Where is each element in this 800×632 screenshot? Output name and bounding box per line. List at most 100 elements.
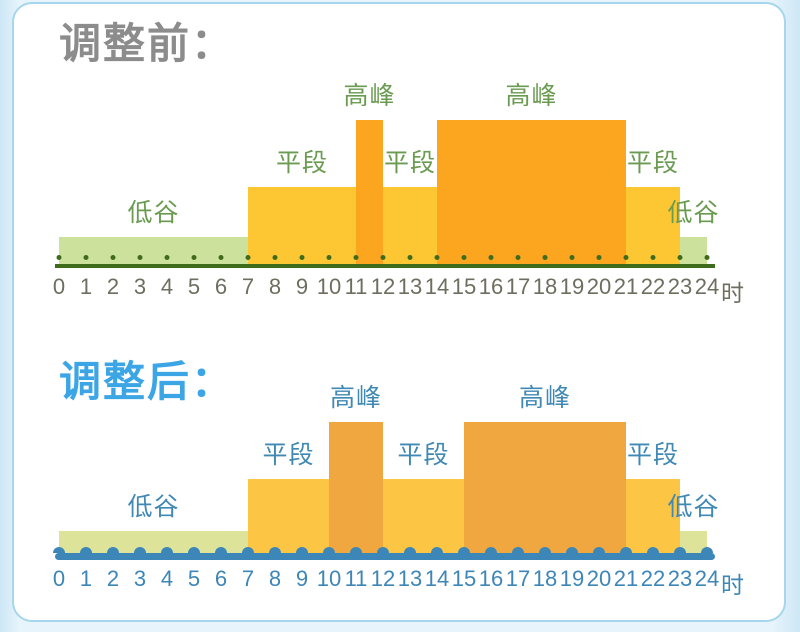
tick-mark-24 — [704, 255, 710, 260]
hour-label-16: 16 — [478, 566, 504, 591]
hour-label-8: 8 — [268, 274, 282, 299]
tick-mark-12 — [380, 255, 386, 260]
tick-mark-22 — [647, 547, 659, 553]
segment-label-valley: 低谷 — [127, 493, 180, 521]
hour-label-7: 7 — [241, 274, 255, 299]
hour-label-17: 17 — [505, 274, 531, 299]
tick-mark-8 — [269, 547, 281, 553]
hour-label-14: 14 — [424, 566, 450, 591]
after-axis-labels: 0 1 2 3 4 5 6 7 8 9 10 11 12 13 14 15 16 17 18 19 20 21 22 23 24… — [53, 566, 759, 598]
tick-mark-4 — [164, 255, 170, 260]
hour-label-9: 9 — [295, 566, 309, 591]
tick-mark-14 — [434, 255, 440, 260]
tick-mark-19 — [569, 255, 575, 260]
hour-label-13: 13 — [397, 566, 423, 591]
tick-mark-20 — [596, 255, 602, 260]
hour-label-23: 23 — [667, 274, 693, 299]
bar-flat-7-10 — [248, 479, 329, 553]
tick-mark-7 — [245, 255, 251, 260]
tick-mark-3 — [137, 255, 143, 260]
hour-label-6: 6 — [214, 274, 228, 299]
segment-label-peak: 高峰 — [329, 384, 383, 412]
tick-mark-10 — [326, 255, 332, 260]
before-axis-labels: 0 1 2 3 4 5 6 7 8 9 10 11 12 13 14 15 16 17 18 19 20 21 22 23 24… — [53, 274, 759, 306]
hour-label-0: 0 — [52, 274, 66, 299]
axis-line — [55, 264, 715, 268]
before-adjustment-title: 调整前： — [59, 20, 236, 67]
hour-label-16: 16 — [478, 274, 504, 299]
tick-mark-0 — [53, 547, 65, 553]
hour-label-2: 2 — [106, 274, 120, 299]
tick-mark-16 — [488, 255, 494, 260]
bar-flat-12-14 — [383, 187, 437, 264]
segment-label-valley: 低谷 — [127, 199, 180, 227]
after-plot-area: 低谷 平段 高峰平段 高峰平段低谷 — [59, 384, 720, 553]
axis-unit-label: 时 — [721, 280, 744, 306]
tick-mark-5 — [191, 255, 197, 260]
hour-label-20: 20 — [586, 566, 612, 591]
segment-label-flat: 平段 — [383, 149, 437, 177]
tick-mark-10 — [323, 547, 335, 553]
content-card: 调整前： 低谷 平段 高峰 平段 高峰 平段 低谷 0 1 2 3 4 5 6 7 8 9 10 11 12 13 14… — [12, 2, 786, 622]
hour-label-9: 9 — [295, 274, 309, 299]
hour-label-18: 18 — [532, 566, 558, 591]
segment-label-flat: 平段 — [262, 441, 315, 469]
hour-label-21: 21 — [613, 274, 639, 299]
tick-mark-7 — [242, 547, 254, 553]
tick-mark-5 — [188, 547, 200, 553]
axis-unit-label: 时 — [721, 572, 744, 598]
tick-mark-16 — [485, 547, 497, 553]
bar-valley-0-7 — [59, 237, 248, 264]
hour-label-12: 12 — [370, 274, 396, 299]
tick-mark-20 — [593, 547, 605, 553]
bar-peak-10-12 — [329, 422, 383, 553]
bar-valley-0-7 — [59, 531, 248, 553]
hour-label-6: 6 — [214, 566, 228, 591]
tick-mark-18 — [539, 547, 551, 553]
tick-mark-19 — [566, 547, 578, 553]
segment-label-peak: 高峰 — [518, 384, 572, 412]
tick-mark-2 — [110, 255, 116, 260]
hour-label-3: 3 — [133, 274, 147, 299]
tick-mark-17 — [515, 255, 521, 260]
hour-label-15: 15 — [451, 274, 477, 299]
axis-line — [55, 553, 715, 560]
hour-label-10: 10 — [316, 566, 342, 591]
hour-label-0: 0 — [52, 566, 66, 591]
hour-label-14: 14 — [424, 274, 450, 299]
bar-valley-23-24 — [680, 531, 707, 553]
tick-mark-9 — [296, 547, 308, 553]
before-adjustment-chart: 低谷 平段 高峰 平段 高峰 平段 低谷 0 1 2 3 4 5 6 7 8 9 10 11 12 13 14 15 16 1… — [53, 82, 759, 308]
tick-mark-4 — [161, 547, 173, 553]
bar-flat-7-11 — [248, 187, 356, 264]
hour-label-11: 11 — [344, 566, 368, 591]
hour-label-22: 22 — [640, 274, 666, 299]
tick-mark-8 — [272, 255, 278, 260]
bar-peak-11-12 — [356, 120, 383, 264]
hour-label-7: 7 — [241, 566, 255, 591]
hour-label-21: 21 — [613, 566, 639, 591]
hour-label-5: 5 — [187, 566, 201, 591]
segment-label-flat: 平段 — [397, 441, 450, 469]
tick-mark-13 — [407, 255, 413, 260]
bar-flat-21-23 — [626, 479, 680, 553]
hour-label-13: 13 — [397, 274, 423, 299]
hour-label-2: 2 — [106, 566, 120, 591]
hour-label-11: 11 — [344, 274, 368, 299]
segment-label-peak: 高峰 — [343, 82, 396, 110]
tick-mark-6 — [218, 255, 224, 260]
hour-label-3: 3 — [133, 566, 147, 591]
tick-mark-1 — [83, 255, 89, 260]
tick-mark-11 — [353, 255, 359, 260]
tick-mark-0 — [56, 255, 62, 260]
segment-label-valley: 低谷 — [667, 493, 720, 521]
hour-label-19: 19 — [559, 274, 585, 299]
segment-label-flat: 平段 — [626, 441, 680, 469]
hour-label-4: 4 — [160, 566, 174, 591]
tick-mark-1 — [80, 547, 92, 553]
tick-mark-24 — [701, 547, 713, 553]
before-plot-area: 低谷 平段 高峰 平段 高峰 平段 低谷 — [59, 82, 719, 264]
segment-label-peak: 高峰 — [505, 82, 558, 110]
tick-mark-6 — [215, 547, 227, 553]
tick-mark-23 — [674, 547, 686, 553]
